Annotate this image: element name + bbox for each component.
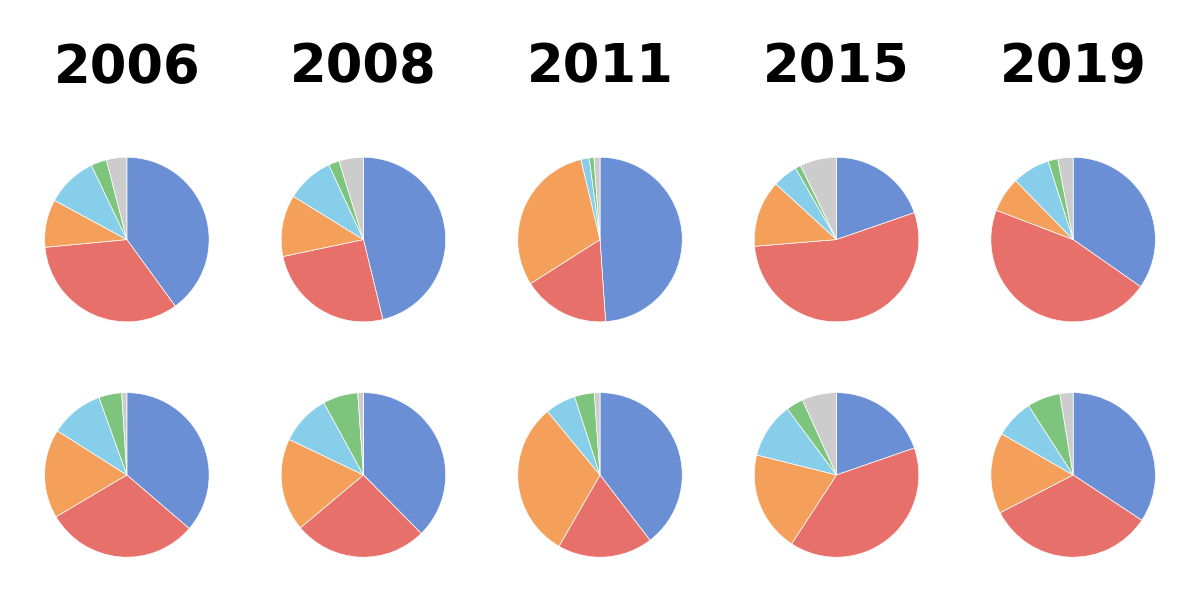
Text: 2006: 2006 [54,41,200,94]
Wedge shape [600,392,683,540]
Wedge shape [364,157,445,320]
Wedge shape [44,200,127,247]
Wedge shape [107,157,127,239]
Wedge shape [575,393,600,475]
Wedge shape [800,157,836,239]
Wedge shape [91,160,127,239]
Wedge shape [517,412,600,546]
Text: 2011: 2011 [527,41,673,94]
Wedge shape [1073,392,1156,520]
Wedge shape [127,392,209,529]
Wedge shape [338,157,364,239]
Text: 2015: 2015 [763,41,910,94]
Wedge shape [757,409,836,475]
Wedge shape [517,160,600,284]
Wedge shape [58,397,127,475]
Wedge shape [1028,394,1073,475]
Wedge shape [1073,157,1156,287]
Wedge shape [127,157,209,306]
Wedge shape [358,392,364,475]
Wedge shape [755,455,836,544]
Wedge shape [56,475,190,557]
Wedge shape [594,157,600,239]
Wedge shape [530,239,606,322]
Wedge shape [776,168,836,239]
Wedge shape [54,166,127,239]
Wedge shape [121,392,127,475]
Wedge shape [836,157,914,239]
Wedge shape [300,475,421,557]
Wedge shape [1049,159,1073,239]
Wedge shape [792,448,919,557]
Wedge shape [796,166,836,239]
Wedge shape [281,196,364,257]
Wedge shape [755,184,836,246]
Wedge shape [283,239,383,322]
Wedge shape [329,161,364,239]
Wedge shape [98,393,127,475]
Wedge shape [991,434,1073,513]
Wedge shape [559,475,650,557]
Wedge shape [324,393,364,475]
Wedge shape [836,392,914,475]
Wedge shape [1057,157,1073,239]
Wedge shape [547,397,600,475]
Wedge shape [289,403,364,475]
Wedge shape [364,392,445,533]
Wedge shape [1015,161,1073,239]
Wedge shape [281,439,364,528]
Wedge shape [996,181,1073,239]
Wedge shape [600,157,683,322]
Wedge shape [44,431,127,517]
Wedge shape [594,392,600,475]
Wedge shape [589,158,600,239]
Text: 2008: 2008 [290,41,437,94]
Text: 2019: 2019 [1000,41,1146,94]
Wedge shape [1000,475,1141,557]
Wedge shape [803,392,836,475]
Wedge shape [1002,406,1073,475]
Wedge shape [44,239,175,322]
Wedge shape [581,158,600,239]
Wedge shape [787,400,836,475]
Wedge shape [755,212,919,322]
Wedge shape [991,210,1141,322]
Wedge shape [1060,392,1073,475]
Wedge shape [294,165,364,239]
